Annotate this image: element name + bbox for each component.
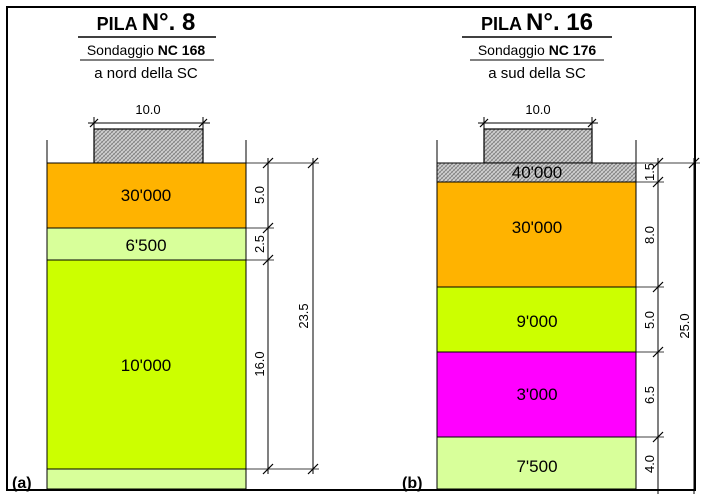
panel-a-title: PILA N°. 8: [97, 9, 196, 36]
panel-a-dim-slash-3: [262, 254, 274, 266]
panel-a-thickness-1: 5.0: [252, 186, 267, 204]
panel-b-total-dim: 25.0: [677, 313, 692, 338]
panel-b-title-pila: PILA: [481, 14, 522, 34]
panel-a: PILA N°. 8 Sondaggio NC 168 a nord della …: [12, 9, 319, 492]
panel-b-dim-slash-2: [652, 176, 664, 188]
panel-b-layer-2: [436, 181, 637, 288]
panel-a-thickness-3: 16.0: [252, 351, 267, 376]
panel-b-cap-dim-slash-left: [479, 118, 489, 128]
panel-a-title-number: N°. 8: [142, 9, 196, 36]
panel-a-total-dim: 23.5: [296, 303, 311, 328]
panel-b-layer-1-value: 40'000: [512, 163, 563, 182]
panel-b-thickness-4: 6.5: [642, 386, 657, 404]
panel-a-sondaggio: Sondaggio NC 168: [87, 42, 206, 58]
panel-b-dim-slash-3: [652, 281, 664, 293]
panel-a-label: (a): [12, 475, 32, 492]
panel-b-title: PILA N°. 16: [481, 9, 593, 36]
panel-a-cap-dim-slash-right: [198, 118, 208, 128]
panel-b-layer-3: [436, 286, 637, 353]
panel-a-cap-dim-slash-left: [89, 118, 99, 128]
panel-b-dim-slash-4: [652, 346, 664, 358]
panel-a-dim-slash-1: [262, 157, 274, 169]
panel-b-layer-5: [436, 436, 637, 490]
panel-b-thickness-1: 1.5: [642, 163, 657, 181]
panel-b-sondaggio: Sondaggio NC 176: [478, 42, 597, 58]
panel-b-title-number: N°. 16: [526, 9, 593, 36]
panel-a-layer-2: [46, 227, 247, 261]
panel-b-thickness-2: 8.0: [642, 226, 657, 244]
panel-b: PILA N°. 16 Sondaggio NC 176 a sud della …: [402, 9, 700, 494]
panel-b-layer-4-value: 3'000: [516, 385, 557, 404]
panel-b-sondaggio-code: NC 176: [549, 42, 597, 58]
panel-a-total-slash-top: [307, 157, 319, 169]
panel-b-thickness-5: 4.0: [642, 455, 657, 473]
panel-a-dim-slash-4: [262, 463, 274, 475]
panel-b-pile-cap: [483, 128, 593, 164]
panel-b-total-slash-top: [688, 157, 700, 169]
panel-a-thickness-2: 2.5: [252, 235, 267, 253]
panel-b-thickness-3: 5.0: [642, 311, 657, 329]
panel-a-dim-slash-2: [262, 222, 274, 234]
panel-a-layer-3: [46, 259, 247, 470]
panel-a-location: a nord della SC: [94, 65, 198, 82]
panel-b-layer-4: [436, 351, 637, 438]
panel-b-layer-3-value: 9'000: [516, 312, 557, 331]
panel-a-title-pila: PILA: [97, 14, 138, 34]
panel-a-sondaggio-prefix: Sondaggio: [87, 42, 158, 58]
panel-a-pile-cap: [93, 128, 204, 164]
panel-a-layer-bottom: [46, 468, 247, 490]
panel-b-dim-slash-1: [652, 157, 664, 169]
panel-a-sondaggio-code: NC 168: [158, 42, 206, 58]
panel-b-label: (b): [402, 475, 422, 492]
panel-b-sondaggio-prefix: Sondaggio: [478, 42, 549, 58]
panel-b-cap-width: 10.0: [525, 102, 550, 117]
panel-a-layer-3-value: 10'000: [121, 356, 172, 375]
panel-b-layer-5-value: 7'500: [516, 457, 557, 476]
panel-b-layer-2-value: 30'000: [512, 218, 563, 237]
panel-b-location: a sud della SC: [488, 65, 586, 82]
panel-b-dim-slash-5: [652, 431, 664, 443]
panel-a-total-slash-bottom: [307, 463, 319, 475]
panel-a-layer-1: [46, 162, 247, 229]
panel-b-cap-dim-slash-right: [587, 118, 597, 128]
panel-a-cap-width: 10.0: [135, 102, 160, 117]
panel-a-layer-2-value: 6'500: [125, 236, 166, 255]
panel-a-layer-1-value: 30'000: [121, 186, 172, 205]
